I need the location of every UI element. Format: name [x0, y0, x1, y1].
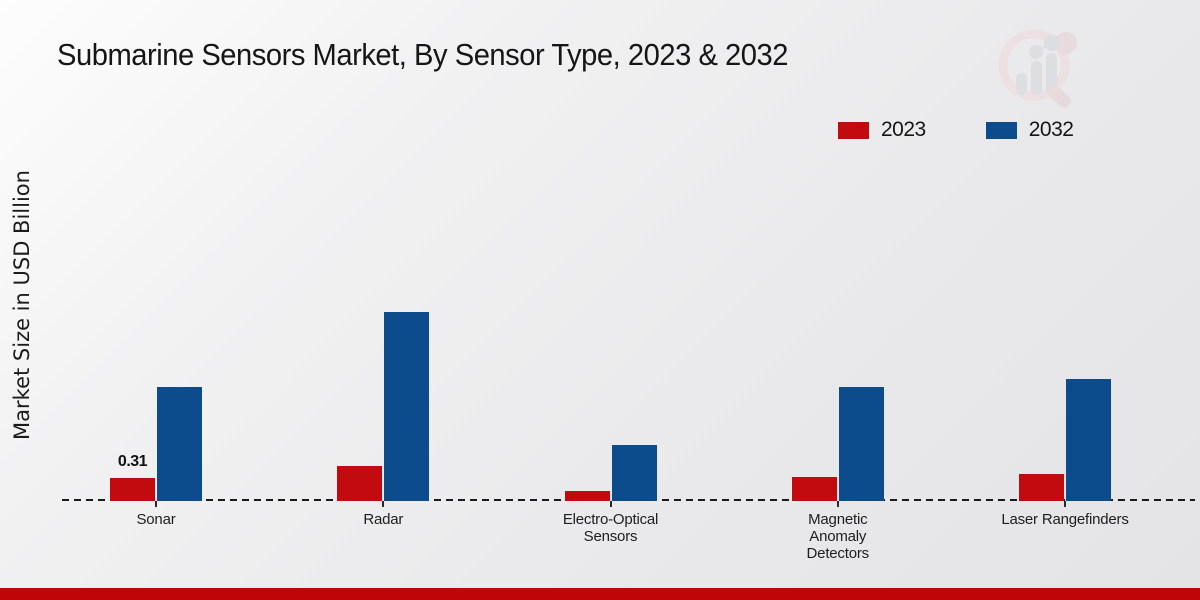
x-axis-tick [1064, 501, 1066, 507]
legend-item-2023: 2023 [838, 118, 926, 142]
x-axis-tick [382, 501, 385, 507]
bar-2032-laser-rangefinders [1066, 379, 1111, 501]
legend-item-2032: 2032 [985, 118, 1074, 142]
legend-label-2023: 2023 [881, 118, 926, 141]
category-label: Magnetic Anomaly Detectors [806, 511, 870, 562]
category-label: Sonar [136, 511, 176, 528]
bar-value-label: 0.31 [117, 453, 148, 470]
bar-2023-sonar [110, 478, 155, 501]
bar-2023-radar [337, 466, 383, 501]
chart-title: Submarine Sensors Market, By Sensor Type… [57, 37, 788, 72]
category-label: Laser Rangefinders [1001, 511, 1129, 528]
legend: 2023 2032 [838, 118, 1074, 142]
bar-2032-electro-optical-sensors [611, 445, 657, 501]
footer-accent-strip [0, 588, 1200, 600]
x-axis-tick [836, 501, 839, 507]
bar-2023-laser-rangefinders [1019, 474, 1064, 501]
bar-2032-sonar [157, 387, 202, 501]
category-label: Radar [363, 511, 404, 528]
x-axis-tick [155, 501, 157, 507]
legend-swatch-2032 [985, 121, 1017, 139]
bar-2032-radar [384, 312, 430, 501]
magnifier-bar-chart-logo-icon [998, 29, 1077, 108]
legend-label-2032: 2032 [1028, 118, 1074, 141]
bar-2023-magnetic-anomaly-detectors [791, 477, 837, 501]
legend-swatch-2023 [838, 121, 869, 139]
bar-2032-magnetic-anomaly-detectors [838, 387, 884, 501]
x-axis-tick [609, 501, 612, 507]
bar-2023-electro-optical-sensors [564, 491, 610, 501]
category-label: Electro-Optical Sensors [562, 511, 659, 545]
